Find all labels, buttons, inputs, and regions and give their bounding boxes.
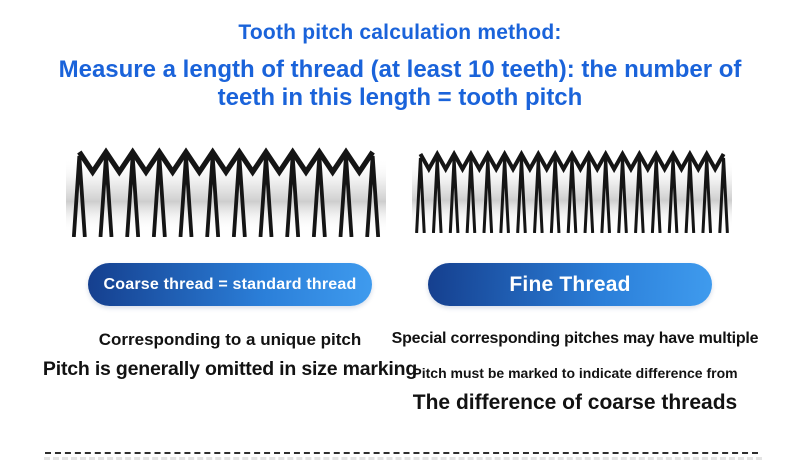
coarse-note-unique-pitch: Corresponding to a unique pitch [98,330,362,349]
bottom-dashed-divider [45,452,758,454]
coarse-note-omitted-marking: Pitch is generally omitted in size marki… [42,358,418,380]
fine-note-multiple-pitches: Special corresponding pitches may have m… [391,330,759,347]
coarse-thread-image [66,143,386,237]
fine-note-difference-coarse: The difference of coarse threads [412,391,738,414]
fine-thread-profile-svg [412,149,732,233]
page-title: Tooth pitch calculation method: [238,21,562,44]
fine-thread-button[interactable]: Fine Thread [428,263,712,306]
coarse-thread-button[interactable]: Coarse thread = standard thread [88,263,372,306]
page-subtitle: Measure a length of thread (at least 10 … [58,56,742,112]
fine-thread-image [412,146,732,233]
coarse-thread-profile-svg [66,147,386,237]
bottom-dashed-divider-shadow [44,457,762,460]
fine-note-must-be-marked: Pitch must be marked to indicate differe… [412,365,738,381]
